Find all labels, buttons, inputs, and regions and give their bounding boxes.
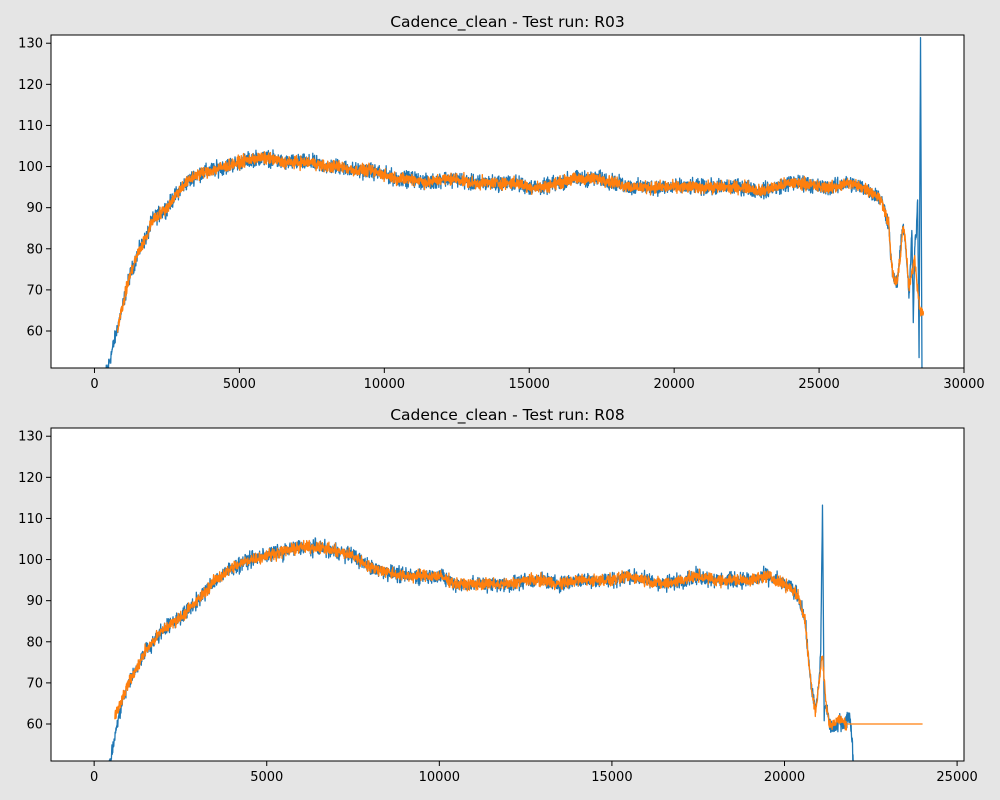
y-tick-label: 110 xyxy=(18,119,43,134)
series-line xyxy=(117,151,925,333)
y-tick-label: 100 xyxy=(18,553,43,568)
x-tick-label: 20000 xyxy=(653,377,694,392)
series-line xyxy=(114,539,923,731)
chart-title: Cadence_clean - Test run: R08 xyxy=(390,406,625,425)
y-tick-label: 100 xyxy=(18,160,43,175)
x-tick-label: 0 xyxy=(90,770,98,785)
x-tick-label: 25000 xyxy=(798,377,839,392)
chart-2-series-layer xyxy=(107,504,923,761)
x-tick-label: 15000 xyxy=(591,770,632,785)
y-tick-label: 90 xyxy=(26,594,43,609)
y-tick-label: 80 xyxy=(26,635,43,650)
plot-frame xyxy=(50,34,965,369)
x-tick-label: 15000 xyxy=(509,377,550,392)
chart-2: 0 5000 10000 15000 20000 25000 60 70 80 90 100 110 1… xyxy=(18,406,978,785)
x-tick-label: 10000 xyxy=(419,770,460,785)
plot-area xyxy=(51,35,964,368)
y-tick-label: 130 xyxy=(18,430,43,445)
chart-title: Cadence_clean - Test run: R03 xyxy=(390,13,625,32)
x-tick-label: 5000 xyxy=(250,770,283,785)
x-tick-label: 30000 xyxy=(943,377,984,392)
x-tick-label: 0 xyxy=(90,377,98,392)
x-tick-label: 5000 xyxy=(223,377,256,392)
plot-frame xyxy=(50,427,965,762)
chart-2-axes-layer: 0 5000 10000 15000 20000 25000 60 70 80 90 100 110 1… xyxy=(18,430,978,785)
y-tick-label: 110 xyxy=(18,512,43,527)
y-tick-label: 70 xyxy=(26,283,43,298)
y-tick-label: 120 xyxy=(18,471,43,486)
x-tick-label: 25000 xyxy=(936,770,977,785)
y-tick-label: 60 xyxy=(26,325,43,340)
y-tick-label: 90 xyxy=(26,201,43,216)
x-tick-label: 10000 xyxy=(364,377,405,392)
y-tick-label: 60 xyxy=(26,718,43,733)
y-tick-label: 70 xyxy=(26,676,43,691)
chart-1-series-layer xyxy=(105,37,925,368)
y-tick-label: 80 xyxy=(26,242,43,257)
x-tick-label: 20000 xyxy=(764,770,805,785)
y-tick-label: 120 xyxy=(18,78,43,93)
y-tick-label: 130 xyxy=(18,37,43,52)
chart-1-axes-layer: 0 5000 10000 15000 20000 25000 30000 60 70 80 90 10… xyxy=(18,37,985,392)
chart-1: 0 5000 10000 15000 20000 25000 30000 60 70 80 90 10… xyxy=(18,13,985,392)
